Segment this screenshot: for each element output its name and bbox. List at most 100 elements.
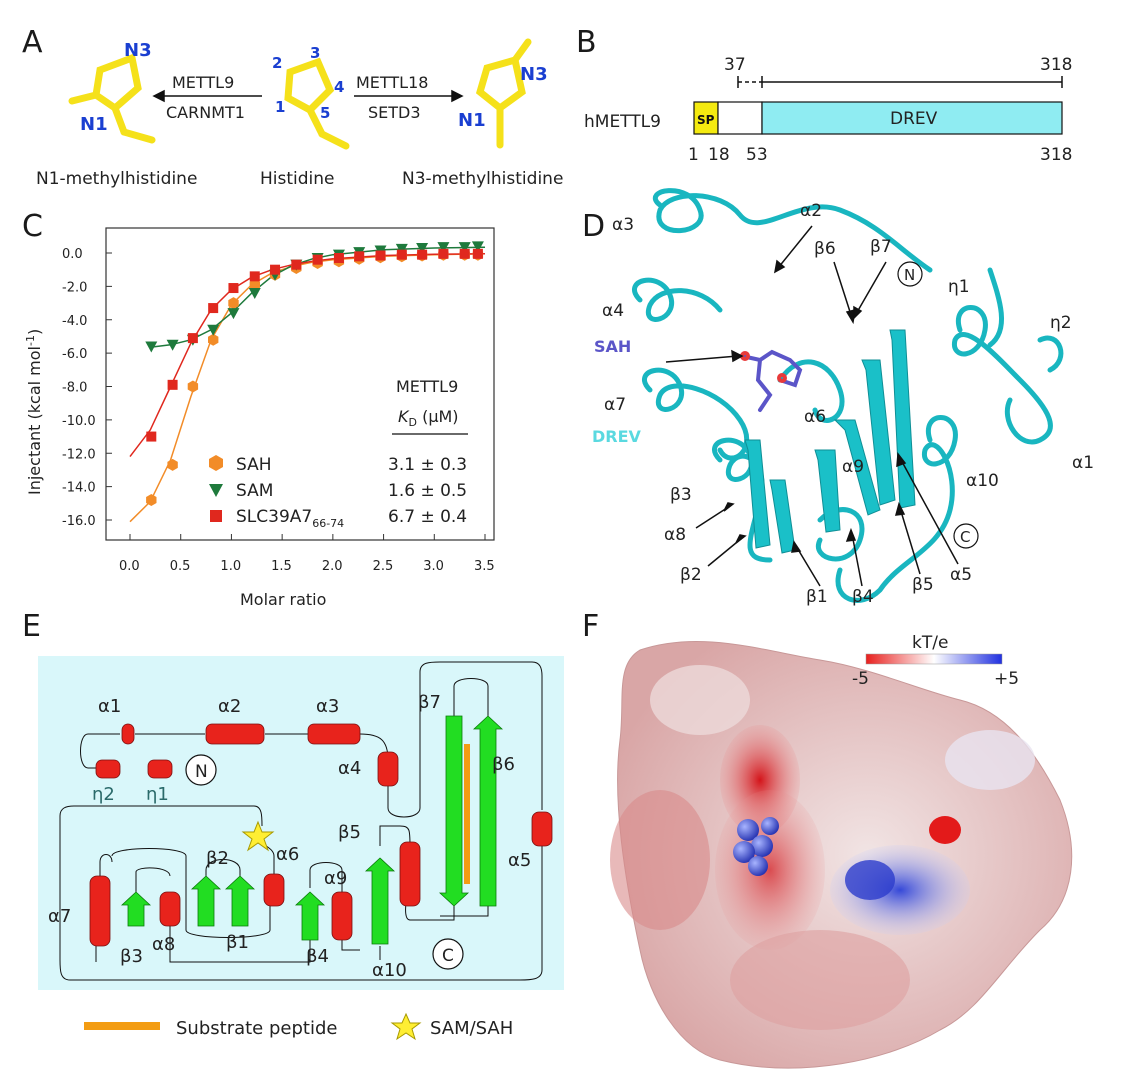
svg-text:β6: β6 [814, 239, 836, 259]
linker-box [717, 101, 763, 135]
histidine-structure [284, 57, 350, 150]
data-point-sam [227, 308, 240, 320]
legend-sah: SAH [236, 455, 272, 475]
svg-text:β5: β5 [338, 822, 361, 843]
svg-text:β6: β6 [492, 754, 515, 775]
x-axis-label: Molar ratio [240, 590, 326, 609]
svg-text:η2: η2 [1050, 313, 1072, 333]
svg-text:α4: α4 [338, 758, 361, 779]
x-tick-label: 2.5 [373, 559, 394, 574]
table-header-kd: KD (μM) [398, 407, 459, 429]
y-tick-label: -4.0 [62, 314, 87, 329]
histidine-ring-numbers: 2 3 4 5 1 [272, 44, 344, 122]
svg-text:β1: β1 [806, 587, 828, 607]
svg-text:α4: α4 [602, 301, 624, 321]
svg-text:α7: α7 [604, 395, 626, 415]
svg-text:α7: α7 [48, 906, 71, 927]
legend-sam-label: SAM/SAH [430, 1018, 513, 1039]
svg-text:α8: α8 [152, 934, 175, 955]
topology-labels: α1 α2 α3 α4 α5 α6 α7 α8 α9 α10 η2 η1 β1 … [48, 692, 531, 981]
svg-text:α8: α8 [664, 525, 686, 545]
substrate-peptide-bar [464, 744, 470, 884]
topology-shapes [89, 715, 553, 947]
tick-37: 37 [724, 55, 746, 75]
chart-frame [105, 227, 495, 541]
helix-a8 [159, 891, 181, 927]
ribbon-labels: α2 α3 β6 β7 N η1 η2 α4 SAH α7 α6 DREV α9… [592, 201, 1094, 607]
tick-53: 53 [746, 145, 768, 165]
sp-label: SP [697, 113, 715, 127]
data-point-sam [207, 324, 220, 336]
sah-label: SAH [594, 337, 631, 356]
fit-line-slc39a7 [129, 252, 486, 458]
kd-slc: 6.7 ± 0.4 [388, 507, 467, 527]
legend-substrate-label: Substrate peptide [176, 1018, 337, 1039]
data-point-slc39a7 [249, 271, 260, 282]
data-point-slc39a7 [438, 248, 449, 259]
legend-star [390, 1012, 422, 1041]
x-tick-label: 1.0 [220, 559, 241, 574]
y-tick-label: -16.0 [62, 514, 96, 529]
x-tick-label: 2.0 [322, 559, 343, 574]
data-point-sam [145, 341, 158, 353]
electrostatic-surface [610, 640, 1073, 1069]
data-point-slc39a7 [312, 254, 323, 265]
svg-text:α1: α1 [1072, 453, 1094, 473]
n3-methylhistidine-structure [475, 38, 532, 149]
svg-text:β2: β2 [206, 848, 229, 869]
svg-text:α5: α5 [508, 850, 531, 871]
panel-letter-f: F [582, 609, 599, 644]
fit-line-sah [129, 253, 486, 523]
svg-text:β5: β5 [912, 575, 934, 595]
panel-letter-c: C [22, 209, 43, 244]
y-tick-label: -6.0 [62, 347, 87, 362]
svg-text:β1: β1 [226, 932, 249, 953]
label-n3-methylhistidine: N3-methylhistidine [402, 169, 563, 189]
topology-c-terminus [432, 938, 464, 970]
data-point-sah [187, 380, 199, 393]
legend: SAH 3.1 ± 0.3 SAM 1.6 ± 0.5 SLC39A766-74… [209, 455, 467, 530]
data-point-sam [437, 242, 450, 254]
panel-letter-d: D [582, 209, 605, 244]
data-point-sah [146, 494, 157, 506]
svg-text:α6: α6 [804, 407, 826, 427]
scale-min: -5 [852, 669, 869, 689]
legend-substrate-swatch [84, 1022, 160, 1030]
scale-max: +5 [994, 669, 1019, 689]
beta-sheet [744, 329, 916, 554]
svg-text:β7: β7 [870, 237, 892, 257]
svg-text:α2: α2 [218, 696, 241, 717]
data-point-sam [248, 288, 261, 300]
table-header-mettl9: METTL9 [396, 377, 458, 396]
data-point-slc39a7 [167, 379, 178, 390]
svg-text:α2: α2 [800, 201, 822, 221]
data-point-slc39a7 [270, 264, 281, 275]
legend-marker-slc [210, 510, 222, 522]
data-point-slc39a7 [228, 283, 239, 294]
label-n1-methylhistidine: N1-methylhistidine [36, 169, 197, 189]
tick-1: 1 [688, 145, 699, 165]
y-tick-label: 0.0 [62, 247, 83, 262]
svg-text:β3: β3 [670, 485, 692, 505]
data-point-slc39a7 [396, 249, 407, 260]
strand-b1 [224, 875, 256, 927]
data-point-slc39a7 [146, 431, 157, 442]
drev-label: DREV [890, 109, 938, 129]
protein-name: hMETTL9 [584, 112, 661, 132]
svg-text:α9: α9 [324, 868, 347, 889]
svg-text:α3: α3 [612, 215, 634, 235]
panel-letter-e: E [22, 609, 41, 644]
data-point-sah [167, 458, 178, 471]
itc-chart: 0.0 0.5 1.0 1.5 2.0 2.5 3.0 3.5 0.0 -2.0 -4.0 -6.0 -… [62, 227, 495, 574]
ribbon-pointer-arrows [665, 225, 959, 587]
data-point-sah [249, 278, 260, 291]
topology-n-label: N [195, 762, 208, 782]
x-tick-label: 0.0 [119, 559, 140, 574]
y-tick-label: -2.0 [62, 280, 87, 295]
svg-text:β7: β7 [418, 692, 441, 713]
tick-318-top: 318 [1040, 55, 1072, 75]
strand-b4 [294, 891, 326, 941]
y-tick-label: -8.0 [62, 381, 87, 396]
svg-text:C: C [960, 528, 970, 546]
helix-a10 [399, 841, 421, 907]
